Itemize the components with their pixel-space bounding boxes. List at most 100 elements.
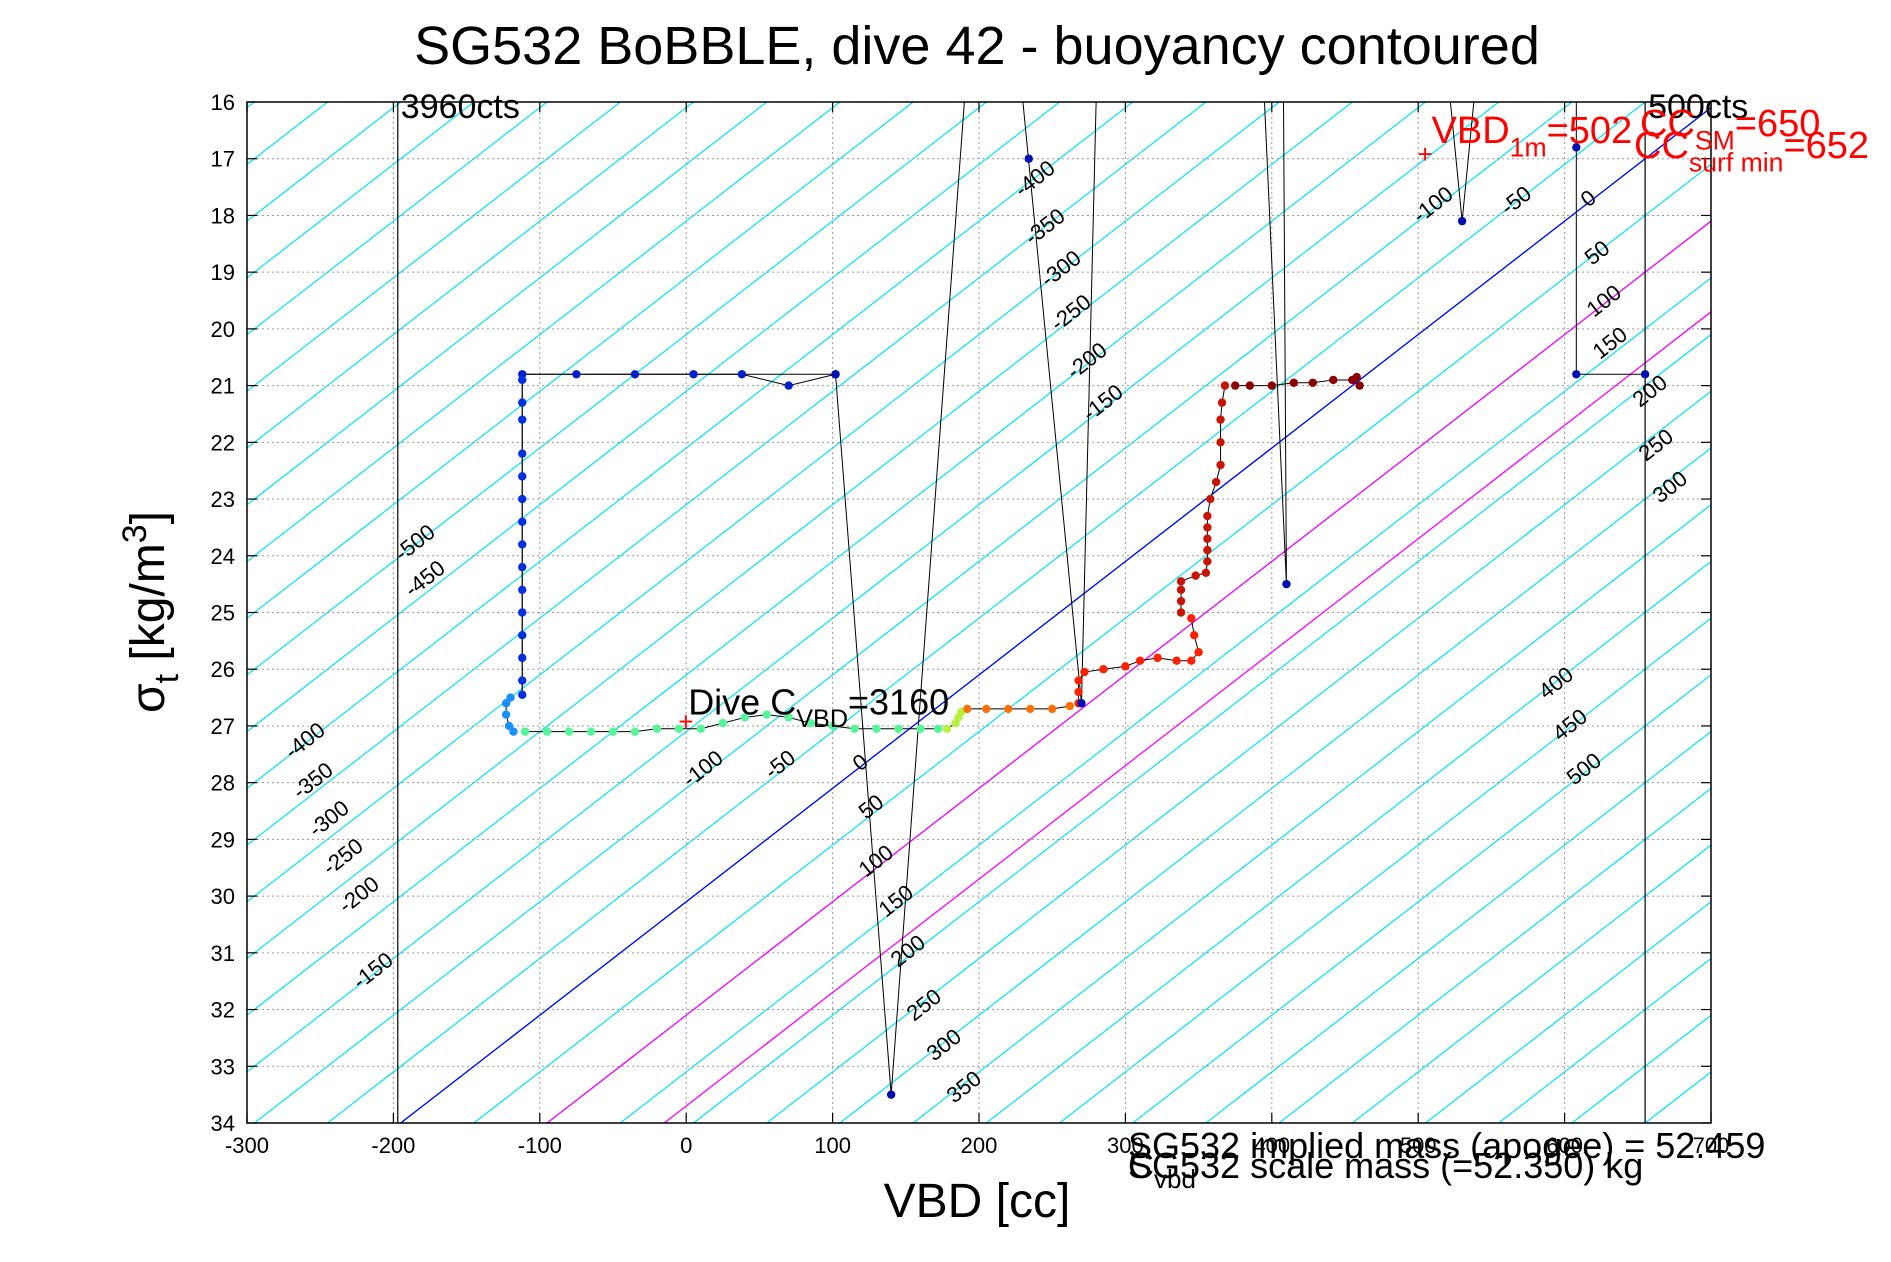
data-points — [501, 143, 1650, 1099]
x-axis-label: VBD [cc] — [884, 1175, 1071, 1228]
data-point — [1065, 701, 1074, 711]
contour-line — [247, 102, 1280, 903]
data-point — [1352, 372, 1361, 382]
data-point — [630, 727, 640, 736]
svg-text:σt [kg/m3]: σt [kg/m3] — [116, 511, 186, 713]
data-point — [1099, 665, 1108, 674]
data-point — [737, 370, 747, 379]
data-point — [518, 690, 527, 699]
data-point — [806, 718, 815, 728]
count-label: 3960cts — [401, 88, 520, 126]
data-point — [1077, 699, 1086, 708]
data-point — [518, 517, 527, 526]
zero-buoyancy-line — [400, 106, 1711, 1123]
data-point — [1245, 381, 1255, 390]
y-tick-label: 24 — [211, 544, 235, 569]
data-point — [518, 540, 527, 549]
y-tick-label: 16 — [211, 90, 235, 115]
contour-line — [247, 102, 1060, 733]
data-point — [872, 724, 881, 733]
data-point — [831, 370, 840, 379]
x-axis-ticks: -300 -200 -100 0 100 200 300 400 500 600 700 — [225, 102, 1729, 1158]
grid-lines — [247, 102, 1711, 1123]
data-point — [1308, 378, 1317, 387]
contour-line — [1059, 617, 1711, 1123]
data-point — [850, 724, 859, 733]
y-tick-label: 22 — [211, 430, 235, 455]
x-tick-label: -300 — [225, 1133, 269, 1158]
data-point — [982, 704, 991, 714]
data-point — [696, 724, 706, 733]
data-point — [518, 472, 527, 481]
data-point — [1329, 375, 1338, 385]
data-point — [630, 370, 640, 379]
data-point — [1216, 438, 1225, 447]
data-point — [652, 724, 662, 733]
data-point — [518, 676, 527, 685]
cc-surf-annotation: CCsurf min=652 — [1634, 125, 1869, 177]
data-point — [1572, 143, 1581, 152]
data-point — [1355, 381, 1364, 390]
data-point — [1206, 494, 1215, 504]
data-point — [1217, 398, 1227, 407]
scale-mass-annotation: CvbdSG532 scale mass (=52.350) kg — [1128, 1145, 1643, 1194]
vbd-1m-annotation: VBD1m=502 — [1432, 110, 1633, 162]
data-point — [718, 718, 727, 728]
data-point — [1457, 216, 1467, 226]
sm-line — [663, 311, 1711, 1123]
data-point — [1572, 370, 1581, 379]
data-point — [1203, 557, 1212, 566]
y-tick-label: 18 — [211, 203, 235, 228]
data-point — [501, 710, 511, 719]
x-tick-label: 400 — [1253, 1133, 1290, 1158]
data-point — [828, 721, 837, 731]
data-point — [784, 713, 793, 722]
data-point — [1074, 676, 1083, 685]
data-point — [518, 415, 527, 424]
y-axis-ticks: 16 17 18 19 20 21 22 23 24 25 26 27 28 29 30 31 32 33 34 — [211, 90, 1711, 1136]
data-point — [518, 398, 527, 407]
data-point — [1080, 667, 1089, 677]
data-point — [504, 721, 514, 731]
data-point — [518, 494, 527, 504]
data-point — [1187, 656, 1196, 665]
reference-lines — [397, 102, 1711, 1123]
data-point — [1203, 545, 1212, 555]
x-tick-label: -200 — [371, 1133, 415, 1158]
data-point — [509, 727, 518, 736]
y-tick-label: 34 — [211, 1111, 235, 1136]
data-point — [1211, 477, 1221, 487]
data-point — [518, 630, 527, 640]
data-point — [1216, 415, 1225, 424]
data-point — [1176, 585, 1186, 595]
data-point — [1282, 579, 1291, 589]
data-point — [1203, 523, 1212, 532]
y-tick-label: 17 — [211, 147, 235, 172]
data-point — [1194, 648, 1203, 657]
data-point — [1190, 630, 1199, 640]
data-point — [933, 724, 943, 733]
y-tick-label: 32 — [211, 998, 235, 1023]
data-point — [886, 1090, 896, 1099]
y-axis-label-subscript: t — [148, 673, 186, 683]
x-tick-label: 700 — [1693, 1133, 1730, 1158]
data-point — [1004, 704, 1013, 714]
y-axis-label-symbol: σ — [122, 683, 175, 713]
data-point — [1176, 596, 1186, 606]
x-tick-label: 100 — [814, 1133, 851, 1158]
data-point — [518, 375, 527, 385]
contour-line — [766, 390, 1711, 1123]
data-point — [1203, 534, 1212, 543]
data-point — [1176, 608, 1186, 617]
dive-c-marker: + — [678, 706, 693, 736]
data-point — [518, 562, 527, 572]
data-point — [894, 724, 903, 733]
data-point — [1201, 568, 1211, 577]
data-point — [1153, 653, 1162, 663]
data-point — [1135, 656, 1145, 665]
dive-c-annotation: Dive CVBD=3160 — [688, 681, 949, 733]
data-point — [689, 370, 698, 379]
data-point — [784, 381, 793, 390]
x-tick-label: 0 — [680, 1133, 692, 1158]
